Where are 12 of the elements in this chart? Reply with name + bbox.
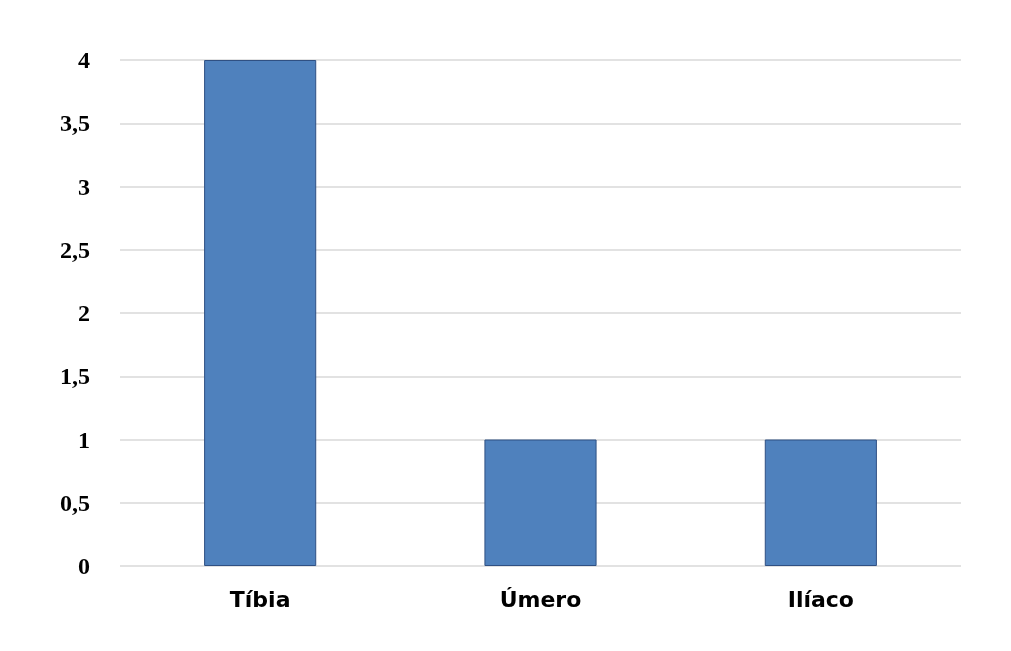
y-tick-label: 0,5 <box>60 489 90 516</box>
x-tick-label: Tíbia <box>229 586 291 612</box>
x-tick-label: Ilíaco <box>787 586 854 612</box>
y-tick-label: 3 <box>78 173 90 200</box>
y-tick-label: 4 <box>78 47 90 73</box>
y-tick-label: 1,5 <box>60 363 90 390</box>
y-tick-label: 1 <box>78 426 90 453</box>
y-tick-label: 2,5 <box>60 236 90 263</box>
y-tick-label: 0 <box>78 553 90 579</box>
y-tick-label: 3,5 <box>60 110 90 137</box>
y-tick-label: 2 <box>78 300 90 326</box>
x-tick-label: Úmero <box>499 586 582 612</box>
